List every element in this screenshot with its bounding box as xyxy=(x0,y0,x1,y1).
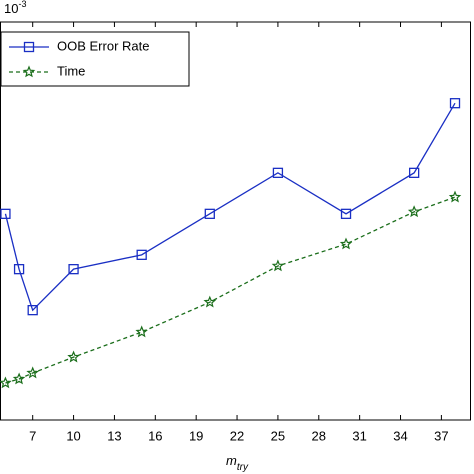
x-label-base: m xyxy=(226,453,237,468)
x-tick-label: 16 xyxy=(148,428,162,443)
marker-square xyxy=(204,208,215,219)
legend: OOB Error Rate Time xyxy=(0,31,190,87)
x-tick-label: 25 xyxy=(271,428,285,443)
x-tick-label: 34 xyxy=(393,428,407,443)
marker-square xyxy=(0,208,11,219)
marker-square xyxy=(68,264,79,275)
marker-star xyxy=(12,372,26,385)
series-line xyxy=(5,196,456,384)
x-tick-label: 7 xyxy=(29,428,36,443)
marker-square xyxy=(408,167,420,178)
marker-star xyxy=(448,190,462,203)
marker-star xyxy=(67,350,80,363)
marker-star xyxy=(26,366,40,379)
x-tick-label: 19 xyxy=(189,428,203,443)
marker-square xyxy=(272,167,284,178)
plot-frame xyxy=(0,21,471,421)
y-exponent: 10-3 xyxy=(4,0,26,16)
x-tick-label: 10 xyxy=(66,428,80,443)
x-tick-label: 37 xyxy=(434,428,448,443)
marker-square xyxy=(136,249,147,260)
marker-star xyxy=(135,325,148,338)
x-tick-label: 22 xyxy=(230,428,244,443)
marker-square xyxy=(13,264,25,275)
marker-square xyxy=(23,41,35,53)
legend-box xyxy=(0,31,190,87)
marker-star xyxy=(203,295,217,308)
x-tick-label: 31 xyxy=(352,428,366,443)
legend-label: OOB Error Rate xyxy=(57,38,149,53)
marker-square xyxy=(449,98,461,109)
x-tick-label: 28 xyxy=(312,428,326,443)
marker-square xyxy=(27,305,38,316)
x-tick-label: 13 xyxy=(107,428,121,443)
marker-square xyxy=(340,208,352,219)
marker-star xyxy=(22,65,36,78)
exponent-base: 10 xyxy=(4,1,18,16)
x-axis-label: mtry xyxy=(226,453,249,472)
legend-label: Time xyxy=(57,63,85,78)
marker-star xyxy=(0,376,12,389)
exponent-power: -3 xyxy=(18,0,26,9)
x-label-sub: try xyxy=(237,462,249,473)
marker-star xyxy=(339,237,353,250)
series-line xyxy=(4,102,456,312)
marker-star xyxy=(407,205,421,218)
marker-star xyxy=(271,259,285,272)
